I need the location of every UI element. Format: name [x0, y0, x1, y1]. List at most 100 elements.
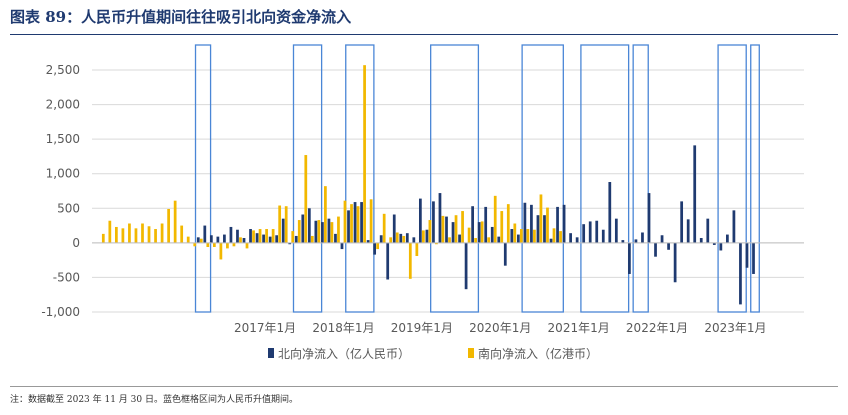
northbound-bar	[268, 236, 272, 243]
northbound-bar	[281, 218, 285, 243]
northbound-bar	[203, 225, 207, 243]
y-tick-label: 1,000	[46, 167, 80, 181]
appreciation-period-boxes	[194, 44, 760, 313]
southbound-bar	[121, 228, 125, 243]
x-tick-label: 2021年1月	[548, 321, 610, 335]
northbound-bar	[516, 234, 520, 243]
chart-title: 图表 89：人民币升值期间往往吸引北向资金净流入	[10, 8, 352, 26]
northbound-bar	[366, 240, 370, 243]
southbound-bar	[441, 215, 445, 243]
northbound-bar	[412, 237, 416, 243]
northbound-bar	[490, 226, 494, 243]
northbound-bar	[196, 237, 200, 243]
southbound-bar	[245, 242, 249, 249]
y-tick-label: 2,000	[46, 98, 80, 112]
northbound-bar	[667, 242, 670, 250]
northbound-bar	[569, 233, 572, 243]
southbound-bar	[265, 229, 268, 243]
northbound-bar	[451, 222, 455, 243]
y-tick-label: -500	[53, 270, 80, 284]
southbound-bar	[337, 216, 340, 243]
northbound-bar	[294, 235, 298, 243]
southbound-bar	[552, 228, 556, 243]
northbound-bar	[471, 206, 474, 243]
appreciation-period-box	[521, 44, 564, 313]
y-tick-label: 500	[57, 201, 80, 215]
southbound-bar	[232, 242, 236, 247]
southbound-bar	[376, 242, 380, 250]
southbound-bar	[350, 204, 353, 243]
y-tick-label: -1,000	[41, 305, 80, 319]
southbound-bar	[219, 242, 223, 260]
northbound-bar	[549, 238, 553, 243]
northbound-bar	[438, 193, 442, 243]
northbound-bar	[360, 202, 363, 243]
northbound-bar	[614, 218, 618, 243]
northbound-bar	[660, 235, 664, 243]
northbound-bar	[608, 182, 612, 243]
northbound-bar	[726, 234, 729, 243]
northbound-bar	[458, 234, 461, 243]
northbound-bar	[327, 218, 331, 243]
southbound-bar	[186, 236, 190, 243]
northbound-bar	[523, 202, 527, 243]
northbound-bar	[379, 235, 383, 243]
southbound-bar	[154, 229, 157, 243]
southbound-bar	[310, 235, 314, 243]
northbound-bar	[236, 229, 239, 243]
southbound-bar	[402, 235, 406, 243]
southbound-bar	[539, 194, 543, 243]
northbound-bar	[425, 229, 429, 243]
y-tick-label: 1,500	[46, 132, 80, 146]
y-tick-label: 2,500	[46, 63, 80, 77]
southbound-bar	[226, 242, 229, 249]
southbound-bar	[533, 229, 536, 243]
northbound-bar	[680, 201, 684, 243]
northbound-bar	[556, 206, 559, 243]
x-tick-label: 2017年1月	[234, 321, 296, 335]
southbound-bar	[395, 232, 399, 243]
southbound-bar	[258, 229, 262, 243]
north-south-flow-chart: -1,000 -500 0 500 1,000 1,500 2,000 2,500 2017年1…	[41, 44, 804, 361]
southbound-bar	[513, 223, 517, 243]
southbound-bar	[291, 231, 295, 243]
northbound-bar	[307, 208, 311, 243]
northbound-bar	[301, 214, 305, 243]
northbound-bar	[321, 222, 324, 243]
southbound-bar	[428, 220, 432, 243]
northbound-bar	[634, 239, 638, 243]
southbound-bar	[271, 229, 275, 243]
legend-swatch-southbound	[468, 348, 474, 358]
northbound-bar	[262, 234, 265, 243]
southbound-bar	[474, 238, 478, 243]
footnote-divider	[10, 386, 838, 387]
northbound-bar	[628, 242, 631, 274]
northbound-bar	[712, 242, 716, 245]
southbound-bar	[212, 242, 216, 248]
southbound-bar	[454, 215, 458, 243]
northbound-bar	[530, 204, 533, 243]
legend-swatch-northbound	[268, 348, 274, 358]
appreciation-period-box	[345, 44, 375, 313]
southbound-bar	[193, 242, 197, 247]
northbound-bar	[510, 229, 514, 243]
x-tick-label: 2018年1月	[312, 321, 374, 335]
southbound-bar	[487, 237, 491, 243]
northbound-bar	[399, 233, 403, 243]
northbound-bar	[347, 210, 350, 243]
southbound-bar	[493, 195, 497, 243]
southbound-bar	[382, 213, 386, 243]
southbound-bar	[128, 223, 131, 243]
x-tick-label: 2019年1月	[391, 321, 453, 335]
x-tick-label: 2022年1月	[626, 321, 688, 335]
bar-marks	[101, 65, 755, 305]
southbound-bar	[448, 237, 451, 243]
appreciation-period-box	[632, 44, 649, 313]
appreciation-period-box	[292, 44, 323, 313]
northbound-bar	[693, 145, 697, 243]
northbound-bar	[255, 233, 259, 243]
northbound-bar	[595, 220, 599, 243]
northbound-bar	[432, 201, 435, 243]
northbound-bar	[562, 204, 566, 243]
northbound-bar	[209, 235, 213, 243]
